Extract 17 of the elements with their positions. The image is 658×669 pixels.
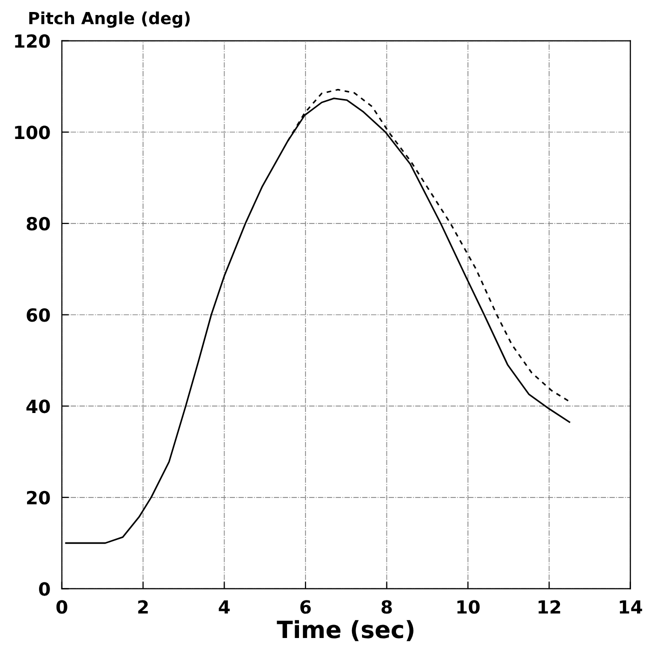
y-tick-label: 0 (39, 582, 50, 596)
y-tick-label: 100 (15, 126, 50, 140)
y-tick-label: 60 (26, 308, 50, 322)
x-tick-label: 12 (538, 600, 560, 614)
x-tick-label: 4 (218, 600, 230, 614)
x-tick-label: 14 (620, 600, 642, 614)
x-tick-label: 6 (300, 600, 311, 614)
y-tick-label: 20 (27, 490, 50, 505)
x-tick-label: 8 (382, 600, 392, 614)
y-tick-label: 120 (15, 34, 50, 48)
y-tick-label: 40 (26, 400, 50, 414)
x-tick-label: 10 (457, 600, 480, 614)
x-axis-title: Time (sec) (276, 620, 414, 642)
x-tick-label: 0 (56, 600, 68, 614)
chart-title: Pitch Angle (deg) (29, 11, 190, 28)
y-tick-label: 80 (26, 216, 50, 231)
x-tick-label: 2 (138, 600, 148, 614)
